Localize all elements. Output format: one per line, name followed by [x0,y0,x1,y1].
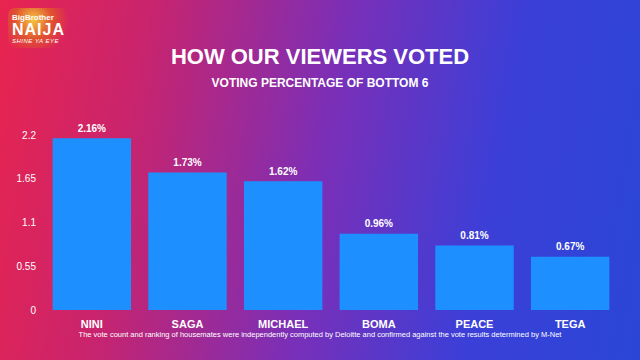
svg-text:VOTING PERCENTAGE OF BOTTOM 6: VOTING PERCENTAGE OF BOTTOM 6 [212,76,429,90]
svg-text:0.96%: 0.96% [365,218,393,229]
svg-text:2.16%: 2.16% [78,123,106,134]
html-text:The vote count and ranking of: The vote count and ranking of housemates… [78,330,562,339]
html-text:SHINE YA EYE: SHINE YA EYE [12,38,59,44]
svg-text:2.2: 2.2 [22,130,36,141]
svg-text:SAGA: SAGA [172,318,204,330]
html-text:BigBrother: BigBrother [12,13,54,22]
svg-text:0: 0 [30,305,36,316]
svg-text:HOW OUR VIEWERS VOTED: HOW OUR VIEWERS VOTED [171,44,469,69]
svg-text:BOMA: BOMA [362,318,396,330]
svg-text:TEGA: TEGA [555,318,586,330]
svg-text:1.62%: 1.62% [269,166,297,177]
svg-text:0.67%: 0.67% [556,241,584,252]
svg-text:NINI: NINI [81,318,103,330]
svg-text:1.65: 1.65 [17,173,37,184]
svg-text:1.1: 1.1 [22,217,36,228]
svg-text:1.73%: 1.73% [173,157,201,168]
svg-text:PEACE: PEACE [456,318,494,330]
svg-text:0.55: 0.55 [17,261,37,272]
svg-text:0.81%: 0.81% [460,230,488,241]
svg-text:MICHAEL: MICHAEL [258,318,308,330]
html-text:NAIJA: NAIJA [12,21,65,38]
